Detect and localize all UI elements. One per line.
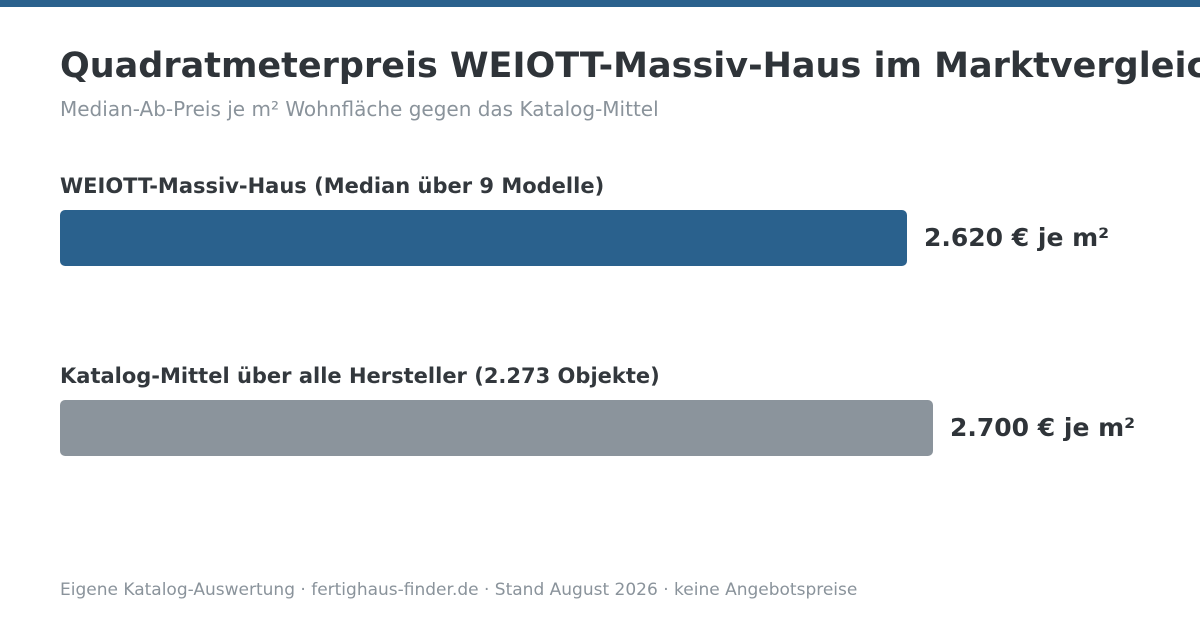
page-title: Quadratmeterpreis WEIOTT-Massiv-Haus im … [60, 46, 1200, 86]
bar [60, 400, 933, 456]
bar-category-label: WEIOTT-Massiv-Haus (Median über 9 Modell… [60, 174, 605, 198]
top-accent-bar [0, 0, 1200, 7]
footer-note: Eigene Katalog-Auswertung · fertighaus-f… [60, 580, 858, 600]
bar-value-label: 2.700 € je m² [950, 413, 1136, 442]
page-subtitle: Median-Ab-Preis je m² Wohnfläche gegen d… [60, 97, 659, 121]
bar-value-label: 2.620 € je m² [924, 223, 1110, 252]
bar [60, 210, 907, 266]
bar-category-label: Katalog-Mittel über alle Hersteller (2.2… [60, 364, 660, 388]
